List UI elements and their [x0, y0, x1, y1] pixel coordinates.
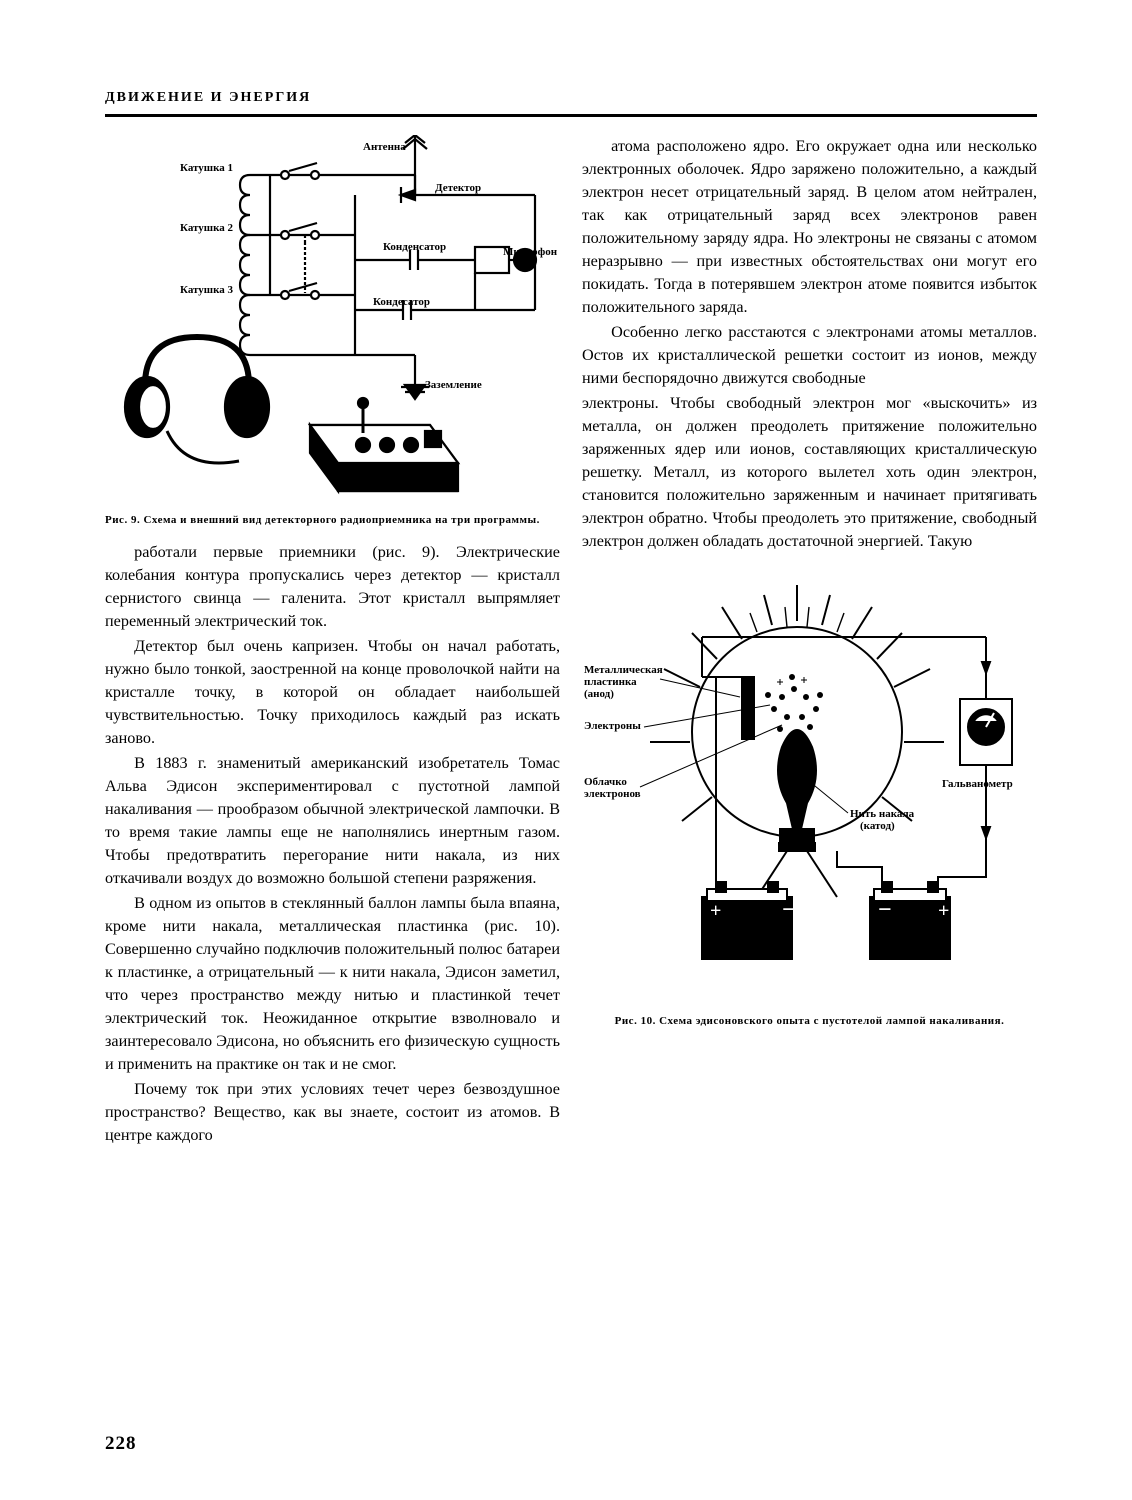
svg-text:Металлическая пл: Металлическая пластинка (анод)	[584, 664, 665, 700]
svg-text:Гальванометр: Гальванометр	[942, 778, 1013, 790]
paragraph: работали первые приемники (рис. 9). Элек…	[105, 541, 560, 633]
paragraph: В одном из опытов в стеклянный баллон ла…	[105, 892, 560, 1076]
svg-text:Детектор: Детектор	[435, 182, 481, 194]
figure-2: + − − + Гальванометр	[582, 577, 1037, 1028]
paragraph: Почему ток при этих условиях течет через…	[105, 1078, 560, 1147]
svg-text:Катушка 3: Катушка 3	[180, 284, 234, 296]
svg-text:+: +	[710, 900, 721, 922]
svg-text:Кондесатор: Кондесатор	[373, 296, 430, 308]
circuit-diagram-icon: Антенна Катушка 1	[105, 135, 560, 505]
content-columns: Антенна Катушка 1	[105, 135, 1037, 1149]
svg-text:−: −	[878, 897, 892, 923]
figure-2-caption: Рис. 10. Схема эдисоновского опыта с пус…	[582, 1014, 1037, 1028]
page: ДВИЖЕНИЕ И ЭНЕРГИЯ Антенна	[0, 0, 1132, 1500]
page-header: ДВИЖЕНИЕ И ЭНЕРГИЯ	[105, 90, 1037, 117]
figure-1-caption: Рис. 9. Схема и внешний вид детекторного…	[105, 513, 560, 527]
right-column: атома расположено ядро. Его окружает одн…	[582, 135, 1037, 1149]
svg-text:Облачко электрон: Облачко электронов	[584, 776, 641, 800]
paragraph: электроны. Чтобы свободный электрон мог …	[582, 392, 1037, 553]
svg-text:Катушка 1: Катушка 1	[180, 162, 233, 174]
paragraph: атома расположено ядро. Его окружает одн…	[582, 135, 1037, 319]
svg-text:Нить накала (кат: Нить накала (катод)	[850, 808, 917, 832]
svg-text:Конденсатор: Конденсатор	[383, 241, 446, 253]
paragraph: В 1883 г. знаменитый американский изобре…	[105, 752, 560, 890]
page-number: 228	[105, 1433, 137, 1455]
svg-text:Электроны: Электроны	[584, 720, 641, 732]
figure-1: Антенна Катушка 1	[105, 135, 560, 527]
svg-text:Микрофон: Микрофон	[503, 246, 558, 258]
svg-text:Катушка 2: Катушка 2	[180, 222, 234, 234]
paragraph: Детектор был очень капризен. Чтобы он на…	[105, 635, 560, 750]
svg-text:−: −	[782, 897, 796, 923]
left-column: Антенна Катушка 1	[105, 135, 560, 1149]
svg-text:Заземление: Заземление	[425, 379, 482, 391]
svg-text:+: +	[938, 900, 949, 922]
paragraph: Особенно легко расстаются с электронами …	[582, 321, 1037, 390]
edison-lamp-diagram-icon: + − − + Гальванометр	[582, 577, 1022, 997]
svg-text:Антенна: Антенна	[363, 141, 406, 153]
